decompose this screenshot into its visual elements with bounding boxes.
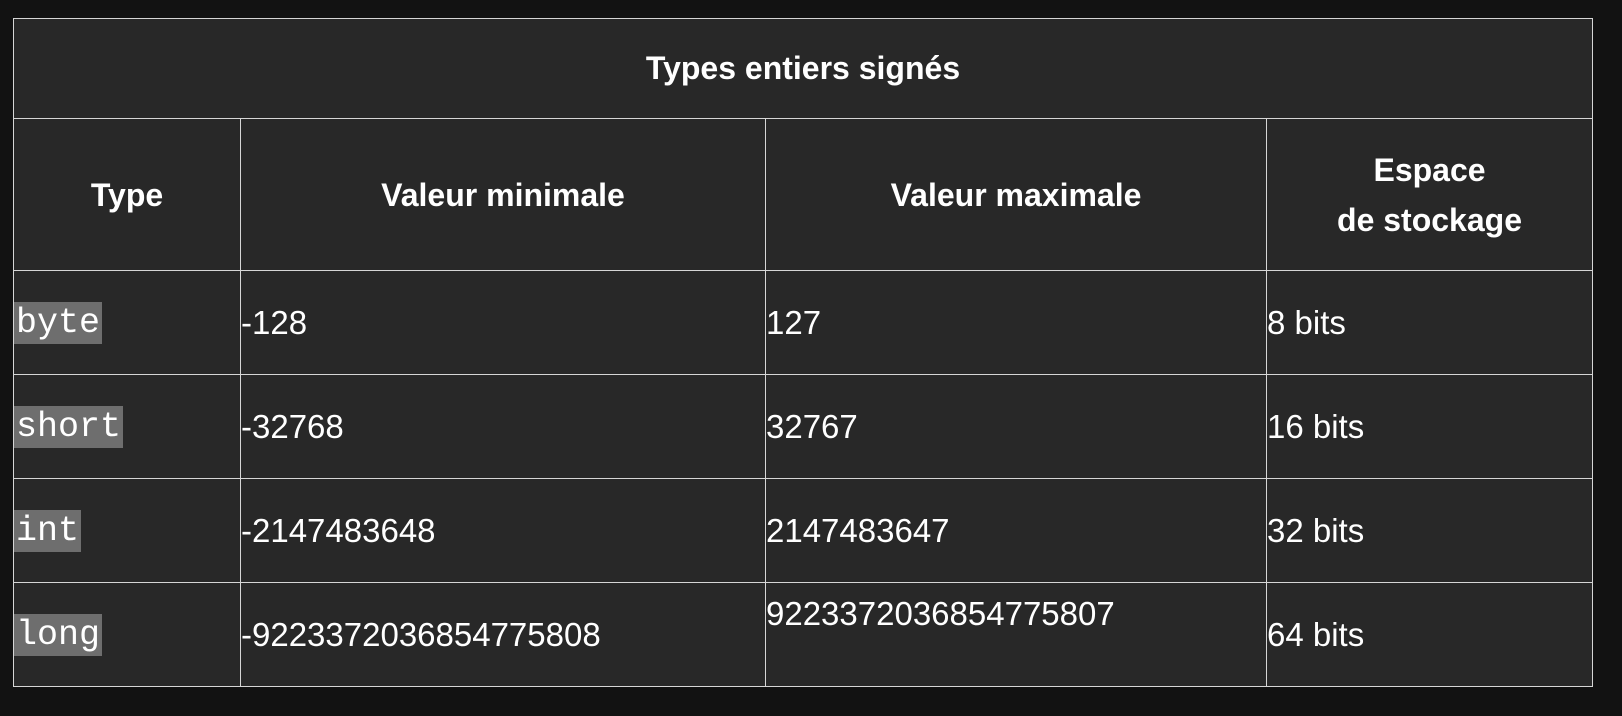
table-caption: Types entiers signés xyxy=(12,18,1594,119)
max-value-cell: 32767 xyxy=(765,374,1267,479)
header-min-value: Valeur minimale xyxy=(240,118,766,271)
max-value-cell: 2147483647 xyxy=(765,478,1267,583)
header-storage-line-2: de stockage xyxy=(1337,201,1522,238)
storage-cell: 64 bits xyxy=(1265,582,1594,687)
type-cell: short xyxy=(13,374,241,479)
storage-cell: 8 bits xyxy=(1265,270,1594,375)
type-code: int xyxy=(14,509,82,552)
type-code: long xyxy=(14,613,103,656)
signed-integer-types-table: Types entiers signés Type Valeur minimal… xyxy=(12,18,1594,687)
storage-cell: 16 bits xyxy=(1265,374,1594,479)
table-row: int -2147483648 2147483647 32 bits xyxy=(13,478,1594,583)
min-value-cell: -128 xyxy=(240,270,766,375)
max-value-cell: 9223372036854775807 xyxy=(765,582,1267,687)
type-cell: byte xyxy=(13,270,241,375)
max-value-cell: 127 xyxy=(765,270,1267,375)
header-storage-line-1: Espace xyxy=(1373,151,1486,188)
type-cell: int xyxy=(13,478,241,583)
table-row: short -32768 32767 16 bits xyxy=(13,374,1594,479)
table-row: long -9223372036854775808 92233720368547… xyxy=(13,582,1594,687)
storage-cell: 32 bits xyxy=(1265,478,1594,583)
table-row: byte -128 127 8 bits xyxy=(13,270,1594,375)
header-max-value: Valeur maximale xyxy=(765,118,1267,271)
min-value-cell: -32768 xyxy=(240,374,766,479)
type-cell: long xyxy=(13,582,241,687)
header-storage: Espace de stockage xyxy=(1265,118,1594,271)
min-value-cell: -2147483648 xyxy=(240,478,766,583)
type-code: byte xyxy=(14,301,103,344)
table-caption-row: Types entiers signés xyxy=(12,18,1594,119)
type-code: short xyxy=(14,405,124,448)
table-header-row: Type Valeur minimale Valeur maximale Esp… xyxy=(13,118,1594,271)
min-value-cell: -9223372036854775808 xyxy=(240,582,766,687)
header-type: Type xyxy=(13,118,241,271)
